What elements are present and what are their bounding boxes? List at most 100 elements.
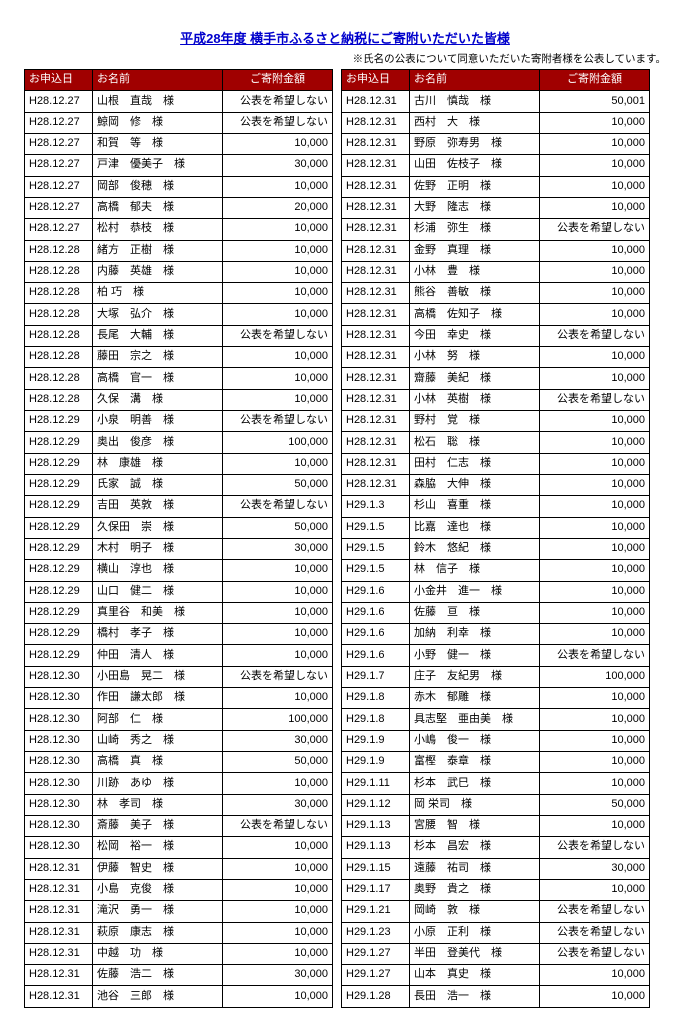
table-row: H28.12.29奥出 俊彦 様100,000	[25, 432, 333, 453]
cell-name: 林 信子 様	[410, 560, 540, 581]
table-row: H29.1.13宮腰 智 様10,000	[342, 815, 650, 836]
cell-date: H28.12.29	[25, 517, 93, 538]
cell-name: 奥出 俊彦 様	[93, 432, 223, 453]
cell-date: H28.12.29	[25, 411, 93, 432]
table-row: H29.1.5鈴木 悠紀 様10,000	[342, 538, 650, 559]
cell-name: 緒方 正樹 様	[93, 240, 223, 261]
cell-date: H29.1.5	[342, 560, 410, 581]
cell-date: H28.12.30	[25, 794, 93, 815]
cell-amount: 10,000	[540, 624, 650, 645]
cell-date: H29.1.13	[342, 837, 410, 858]
cell-date: H28.12.31	[25, 901, 93, 922]
table-row: H28.12.30阿部 仁 様100,000	[25, 709, 333, 730]
table-row: H28.12.28長尾 大輔 様公表を希望しない	[25, 325, 333, 346]
cell-date: H28.12.31	[342, 283, 410, 304]
table-row: H28.12.29久保田 崇 様50,000	[25, 517, 333, 538]
cell-date: H28.12.28	[25, 325, 93, 346]
table-row: H29.1.6小金井 進一 様10,000	[342, 581, 650, 602]
table-row: H29.1.21岡崎 敦 様公表を希望しない	[342, 901, 650, 922]
cell-name: 横山 淳也 様	[93, 560, 223, 581]
cell-date: H28.12.31	[342, 197, 410, 218]
cell-name: 柏 巧 様	[93, 283, 223, 304]
cell-name: 松石 聡 様	[410, 432, 540, 453]
cell-amount: 10,000	[223, 133, 333, 154]
cell-name: 杉本 武巳 様	[410, 773, 540, 794]
cell-date: H29.1.21	[342, 901, 410, 922]
table-row: H28.12.27松村 恭枝 様10,000	[25, 219, 333, 240]
cell-date: H28.12.31	[342, 91, 410, 112]
table-row: H29.1.8具志堅 亜由美 様10,000	[342, 709, 650, 730]
cell-amount: 公表を希望しない	[540, 901, 650, 922]
table-row: H28.12.29吉田 英敦 様公表を希望しない	[25, 496, 333, 517]
cell-name: 仲田 清人 様	[93, 645, 223, 666]
cell-name: 池谷 三郎 様	[93, 986, 223, 1007]
cell-name: 橋村 孝子 様	[93, 624, 223, 645]
cell-name: 大塚 弘介 様	[93, 304, 223, 325]
cell-name: 岡崎 敦 様	[410, 901, 540, 922]
cell-date: H29.1.28	[342, 986, 410, 1007]
cell-date: H29.1.7	[342, 666, 410, 687]
cell-amount: 10,000	[223, 922, 333, 943]
cell-amount: 10,000	[223, 624, 333, 645]
table-row: H28.12.28藤田 宗之 様10,000	[25, 347, 333, 368]
cell-amount: 10,000	[223, 645, 333, 666]
cell-name: 小嶋 俊一 様	[410, 730, 540, 751]
cell-date: H29.1.5	[342, 538, 410, 559]
cell-name: 鯨岡 修 様	[93, 112, 223, 133]
table-row: H28.12.31小林 英樹 様公表を希望しない	[342, 389, 650, 410]
cell-name: 熊谷 善敏 様	[410, 283, 540, 304]
table-row: H28.12.31高橋 佐知子 様10,000	[342, 304, 650, 325]
cell-amount: 10,000	[540, 560, 650, 581]
cell-amount: 50,000	[223, 474, 333, 495]
cell-date: H28.12.29	[25, 602, 93, 623]
cell-name: 萩原 康志 様	[93, 922, 223, 943]
cell-name: 半田 登美代 様	[410, 943, 540, 964]
table-row: H28.12.31杉浦 弥生 様公表を希望しない	[342, 219, 650, 240]
cell-amount: 10,000	[540, 112, 650, 133]
cell-date: H28.12.31	[342, 453, 410, 474]
cell-date: H28.12.28	[25, 261, 93, 282]
cell-date: H28.12.30	[25, 709, 93, 730]
cell-name: 長田 浩一 様	[410, 986, 540, 1007]
table-row: H29.1.8赤木 郁雕 様10,000	[342, 688, 650, 709]
cell-name: 山根 直哉 様	[93, 91, 223, 112]
cell-amount: 公表を希望しない	[540, 922, 650, 943]
cell-amount: 50,000	[223, 517, 333, 538]
cell-name: 金野 真理 様	[410, 240, 540, 261]
table-row: H28.12.30作田 謙太郎 様10,000	[25, 688, 333, 709]
cell-amount: 30,000	[223, 538, 333, 559]
cell-name: 野村 覚 様	[410, 411, 540, 432]
th-amount: ご寄附金額	[540, 70, 650, 91]
donations-table-left: お申込日 お名前 ご寄附金額 H28.12.27山根 直哉 様公表を希望しないH…	[24, 69, 333, 1008]
cell-date: H29.1.6	[342, 581, 410, 602]
cell-date: H28.12.31	[342, 240, 410, 261]
table-row: H28.12.31森脇 大伸 様10,000	[342, 474, 650, 495]
table-row: H28.12.31古川 慎哉 様50,001	[342, 91, 650, 112]
table-row: H28.12.29横山 淳也 様10,000	[25, 560, 333, 581]
cell-amount: 10,000	[223, 261, 333, 282]
cell-date: H28.12.31	[342, 219, 410, 240]
cell-name: 作田 謙太郎 様	[93, 688, 223, 709]
cell-date: H29.1.9	[342, 752, 410, 773]
cell-amount: 10,000	[540, 879, 650, 900]
cell-amount: 10,000	[540, 730, 650, 751]
cell-name: 松村 恭枝 様	[93, 219, 223, 240]
cell-amount: 公表を希望しない	[540, 645, 650, 666]
cell-amount: 10,000	[223, 304, 333, 325]
table-row: H28.12.31中越 功 様10,000	[25, 943, 333, 964]
cell-amount: 10,000	[540, 197, 650, 218]
table-row: H28.12.29仲田 清人 様10,000	[25, 645, 333, 666]
cell-date: H29.1.17	[342, 879, 410, 900]
cell-date: H28.12.31	[342, 304, 410, 325]
cell-name: 宮腰 智 様	[410, 815, 540, 836]
cell-date: H28.12.31	[342, 389, 410, 410]
cell-amount: 10,000	[223, 858, 333, 879]
cell-date: H28.12.29	[25, 453, 93, 474]
cell-date: H28.12.31	[342, 432, 410, 453]
cell-date: H28.12.30	[25, 752, 93, 773]
cell-amount: 公表を希望しない	[540, 325, 650, 346]
cell-date: H29.1.15	[342, 858, 410, 879]
cell-amount: 10,000	[223, 688, 333, 709]
table-row: H29.1.9小嶋 俊一 様10,000	[342, 730, 650, 751]
cell-amount: 10,000	[223, 368, 333, 389]
